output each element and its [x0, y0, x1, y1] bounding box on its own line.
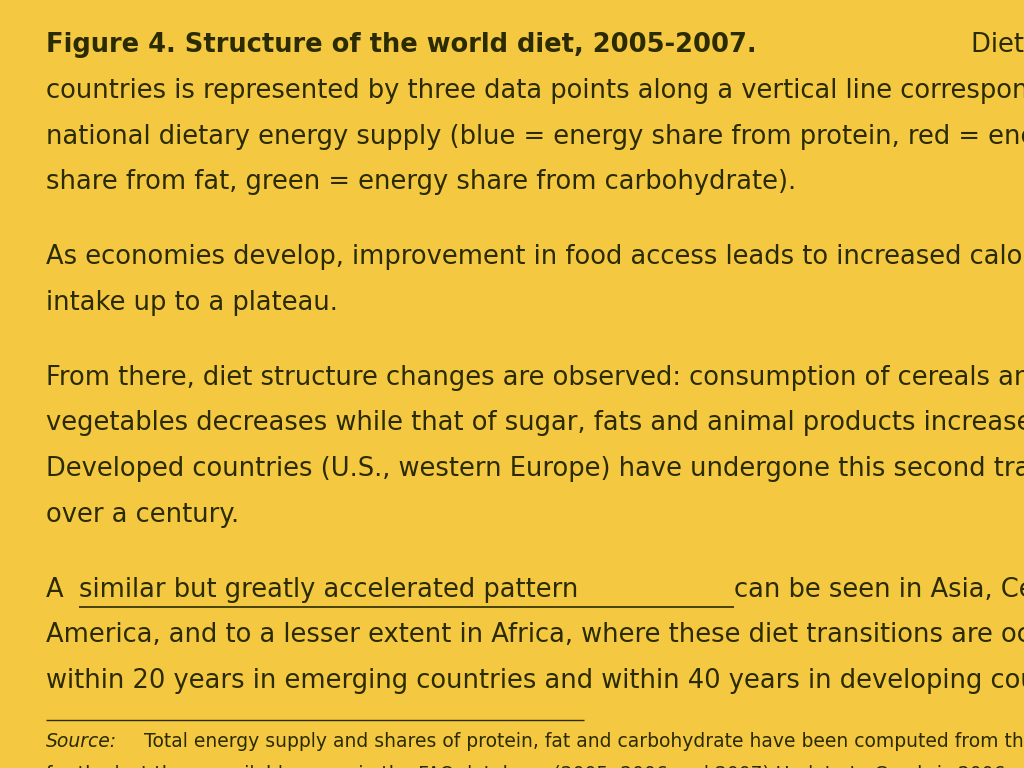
Text: Diet composition for 178: Diet composition for 178	[963, 32, 1024, 58]
Text: countries is represented by three data points along a vertical line correspondin: countries is represented by three data p…	[46, 78, 1024, 104]
Text: Total energy supply and shares of protein, fat and carbohydrate have been comput: Total energy supply and shares of protei…	[138, 733, 1024, 751]
Text: can be seen in Asia, Central and Latin: can be seen in Asia, Central and Latin	[734, 577, 1024, 603]
Text: America, and to a lesser extent in Africa, where these diet transitions are occu: America, and to a lesser extent in Afric…	[46, 623, 1024, 648]
Text: From there, diet structure changes are observed: consumption of cereals and: From there, diet structure changes are o…	[46, 365, 1024, 391]
Text: within 20 years in emerging countries and within 40 years in developing countrie: within 20 years in emerging countries an…	[46, 668, 1024, 694]
Text: As economies develop, improvement in food access leads to increased caloric: As economies develop, improvement in foo…	[46, 244, 1024, 270]
Text: for the last three available years in the FAO database (2005, 2006 and 2007) Upd: for the last three available years in th…	[46, 765, 1024, 768]
Text: Figure 4. Structure of the world diet, 2005-2007.: Figure 4. Structure of the world diet, 2…	[46, 32, 757, 58]
Text: similar but greatly accelerated pattern: similar but greatly accelerated pattern	[79, 577, 587, 603]
Text: national dietary energy supply (blue = energy share from protein, red = energy: national dietary energy supply (blue = e…	[46, 124, 1024, 150]
Text: vegetables decreases while that of sugar, fats and animal products increases.: vegetables decreases while that of sugar…	[46, 411, 1024, 436]
Text: share from fat, green = energy share from carbohydrate).: share from fat, green = energy share fro…	[46, 170, 797, 195]
Text: over a century.: over a century.	[46, 502, 240, 528]
Text: A: A	[46, 577, 72, 603]
Text: intake up to a plateau.: intake up to a plateau.	[46, 290, 338, 316]
Text: Developed countries (U.S., western Europe) have undergone this second transition: Developed countries (U.S., western Europ…	[46, 456, 1024, 482]
Text: Source:: Source:	[46, 733, 117, 751]
